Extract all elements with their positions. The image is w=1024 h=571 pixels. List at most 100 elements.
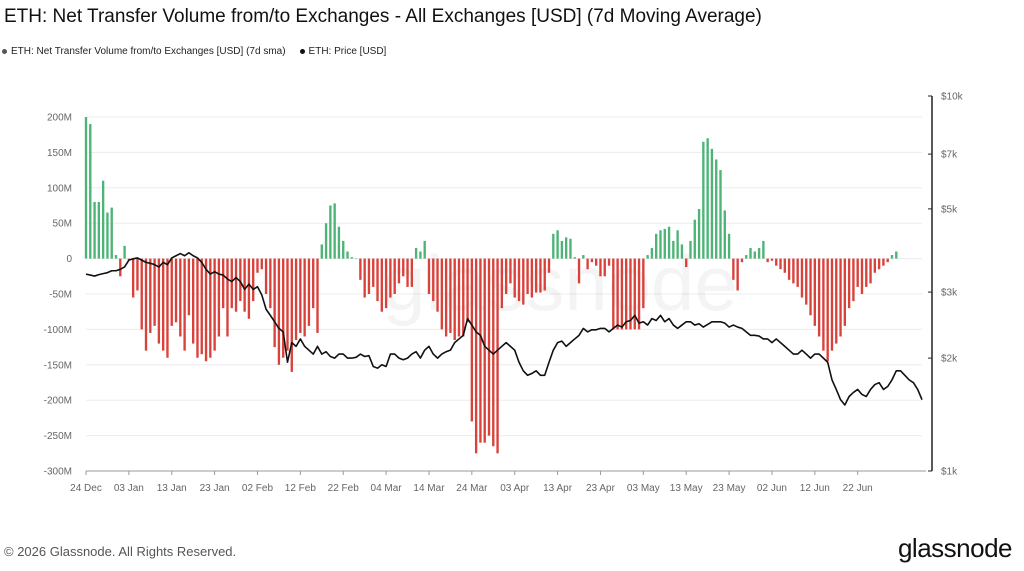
volume-bar[interactable] <box>577 258 581 284</box>
volume-bar[interactable] <box>582 255 585 259</box>
volume-bar[interactable] <box>363 258 366 298</box>
volume-bar[interactable] <box>500 258 504 309</box>
volume-bar[interactable] <box>462 258 465 337</box>
volume-bar[interactable] <box>217 258 221 337</box>
volume-bar[interactable] <box>749 247 752 259</box>
volume-bar[interactable] <box>252 258 255 302</box>
volume-bar[interactable] <box>830 258 834 351</box>
volume-bar[interactable] <box>106 212 109 259</box>
volume-bar[interactable] <box>745 255 748 259</box>
volume-bar[interactable] <box>762 240 765 259</box>
volume-bar[interactable] <box>453 258 456 341</box>
volume-bar[interactable] <box>783 258 786 273</box>
volume-bar[interactable] <box>539 258 542 293</box>
volume-bar[interactable] <box>367 258 371 294</box>
volume-bar[interactable] <box>586 258 589 270</box>
volume-bar[interactable] <box>689 240 692 259</box>
volume-bar[interactable] <box>740 258 744 263</box>
volume-bar[interactable] <box>543 258 546 291</box>
volume-bar[interactable] <box>706 138 709 259</box>
volume-bar[interactable] <box>753 251 756 259</box>
volume-bar[interactable] <box>423 240 426 259</box>
volume-bar[interactable] <box>243 258 246 312</box>
volume-bar[interactable] <box>419 251 422 259</box>
volume-bar[interactable] <box>873 258 877 273</box>
volume-bar[interactable] <box>697 209 701 259</box>
volume-bar[interactable] <box>183 258 186 351</box>
volume-bar[interactable] <box>672 240 675 259</box>
volume-bar[interactable] <box>410 258 414 287</box>
volume-bar[interactable] <box>187 258 191 316</box>
volume-bar[interactable] <box>136 258 139 291</box>
volume-bar[interactable] <box>483 258 486 443</box>
volume-bar[interactable] <box>444 258 448 337</box>
volume-bar[interactable] <box>149 258 152 333</box>
volume-bar[interactable] <box>290 258 293 372</box>
volume-bar[interactable] <box>234 258 238 312</box>
volume-bar[interactable] <box>513 258 516 298</box>
volume-bar[interactable] <box>766 258 769 263</box>
volume-bar[interactable] <box>101 180 105 259</box>
volume-bar[interactable] <box>792 258 795 284</box>
volume-bar[interactable] <box>676 230 679 259</box>
volume-bar[interactable] <box>710 148 714 259</box>
volume-bar[interactable] <box>573 257 576 259</box>
volume-bar[interactable] <box>213 258 216 351</box>
volume-bar[interactable] <box>757 247 761 259</box>
volume-bar[interactable] <box>599 258 602 277</box>
volume-bar[interactable] <box>89 124 92 259</box>
volume-bar[interactable] <box>470 258 474 422</box>
volume-bar[interactable] <box>239 258 242 302</box>
volume-bar[interactable] <box>685 258 688 268</box>
volume-bar[interactable] <box>556 230 559 259</box>
volume-bar[interactable] <box>800 258 804 298</box>
volume-bar[interactable] <box>856 258 859 287</box>
volume-bar[interactable] <box>882 258 885 266</box>
volume-bar[interactable] <box>569 238 572 259</box>
volume-bar[interactable] <box>209 258 212 358</box>
volume-bar[interactable] <box>667 226 671 259</box>
volume-bar[interactable] <box>732 258 735 280</box>
volume-bar[interactable] <box>702 141 705 259</box>
volume-bar[interactable] <box>839 258 842 337</box>
volume-bar[interactable] <box>449 258 452 333</box>
volume-bar[interactable] <box>852 258 855 302</box>
volume-bar[interactable] <box>642 258 645 309</box>
volume-bar[interactable] <box>393 258 396 294</box>
volume-bar[interactable] <box>822 258 825 351</box>
volume-bar[interactable] <box>110 207 113 259</box>
volume-bar[interactable] <box>715 159 718 259</box>
volume-bar[interactable] <box>616 258 619 330</box>
legend-item-price[interactable]: ETH: Price [USD] <box>299 46 386 57</box>
volume-bar[interactable] <box>384 258 388 309</box>
volume-bar[interactable] <box>826 258 829 362</box>
volume-bar[interactable] <box>847 258 851 309</box>
volume-bar[interactable] <box>372 258 375 287</box>
volume-bar[interactable] <box>633 258 636 330</box>
volume-bar[interactable] <box>354 258 358 260</box>
volume-bar[interactable] <box>534 258 538 293</box>
volume-bar[interactable] <box>496 258 499 454</box>
volume-bar[interactable] <box>487 258 491 436</box>
volume-bar[interactable] <box>179 258 182 337</box>
volume-bar[interactable] <box>320 244 323 259</box>
volume-bar[interactable] <box>509 258 512 284</box>
volume-bar[interactable] <box>650 247 654 259</box>
volume-bar[interactable] <box>817 258 821 337</box>
volume-bar[interactable] <box>312 258 315 309</box>
volume-bar[interactable] <box>869 258 872 284</box>
volume-bar[interactable] <box>346 251 349 259</box>
volume-bar[interactable] <box>727 233 731 259</box>
volume-bar[interactable] <box>303 258 306 337</box>
volume-bar[interactable] <box>590 258 594 263</box>
volume-bar[interactable] <box>329 205 332 259</box>
volume-bar[interactable] <box>397 258 401 284</box>
volume-bar[interactable] <box>123 245 126 259</box>
volume-bar[interactable] <box>432 258 435 302</box>
volume-bar[interactable] <box>84 117 88 259</box>
volume-bar[interactable] <box>595 258 598 266</box>
volume-bar[interactable] <box>479 258 482 443</box>
volume-bar[interactable] <box>522 258 525 305</box>
volume-bar[interactable] <box>629 258 632 330</box>
